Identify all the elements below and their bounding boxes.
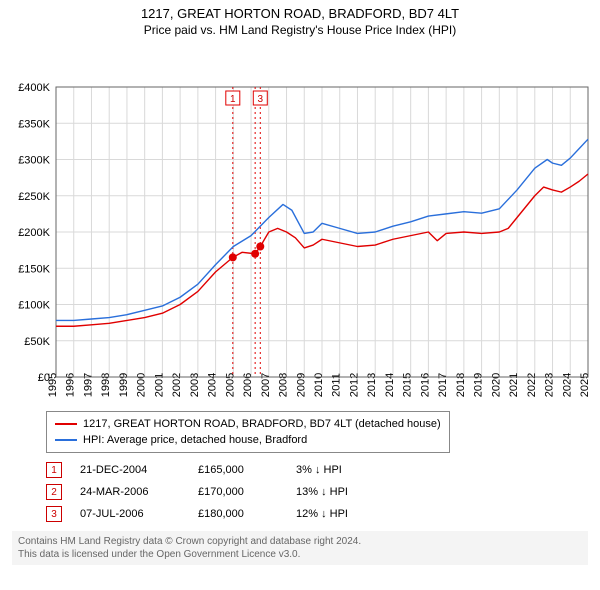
svg-text:2017: 2017 [437, 373, 449, 397]
svg-text:2010: 2010 [313, 373, 325, 397]
svg-text:£50K: £50K [24, 336, 50, 348]
svg-text:2005: 2005 [224, 373, 236, 397]
svg-text:1998: 1998 [100, 373, 112, 397]
svg-text:1996: 1996 [65, 373, 77, 397]
svg-text:2019: 2019 [473, 373, 485, 397]
svg-text:2016: 2016 [419, 373, 431, 397]
chart-subtitle: Price paid vs. HM Land Registry's House … [0, 23, 600, 37]
svg-text:2023: 2023 [544, 373, 556, 397]
event-date: 24-MAR-2006 [80, 486, 180, 498]
svg-text:1: 1 [230, 94, 236, 105]
svg-text:2006: 2006 [242, 373, 254, 397]
event-date: 07-JUL-2006 [80, 508, 180, 520]
event-diff: 12% ↓ HPI [296, 508, 386, 520]
svg-text:2003: 2003 [189, 373, 201, 397]
chart-area: £0£50K£100K£150K£200K£250K£300K£350K£400… [0, 41, 600, 401]
event-price: £165,000 [198, 464, 278, 476]
svg-text:2024: 2024 [561, 373, 573, 397]
svg-text:2015: 2015 [402, 373, 414, 397]
legend-row: HPI: Average price, detached house, Brad… [55, 432, 441, 448]
svg-text:£200K: £200K [18, 227, 50, 239]
legend: 1217, GREAT HORTON ROAD, BRADFORD, BD7 4… [46, 411, 450, 453]
svg-text:£100K: £100K [18, 300, 50, 312]
svg-text:£250K: £250K [18, 191, 50, 203]
svg-text:£400K: £400K [18, 82, 50, 94]
svg-text:2020: 2020 [490, 373, 502, 397]
footer-line: This data is licensed under the Open Gov… [18, 548, 582, 561]
legend-swatch [55, 423, 77, 425]
svg-text:2025: 2025 [579, 373, 591, 397]
svg-text:1995: 1995 [47, 373, 59, 397]
svg-text:2021: 2021 [508, 373, 520, 397]
svg-text:2013: 2013 [366, 373, 378, 397]
svg-text:3: 3 [258, 94, 264, 105]
svg-text:2001: 2001 [153, 373, 165, 397]
sale-event-row: 1 21-DEC-2004 £165,000 3% ↓ HPI [46, 459, 600, 481]
event-number-box: 3 [46, 506, 62, 522]
svg-text:1997: 1997 [82, 373, 94, 397]
event-date: 21-DEC-2004 [80, 464, 180, 476]
attribution-footer: Contains HM Land Registry data © Crown c… [12, 531, 588, 565]
svg-text:2002: 2002 [171, 373, 183, 397]
legend-row: 1217, GREAT HORTON ROAD, BRADFORD, BD7 4… [55, 416, 441, 432]
sale-event-row: 3 07-JUL-2006 £180,000 12% ↓ HPI [46, 503, 600, 525]
svg-text:£150K: £150K [18, 263, 50, 275]
svg-text:£350K: £350K [18, 118, 50, 130]
sale-event-row: 2 24-MAR-2006 £170,000 13% ↓ HPI [46, 481, 600, 503]
svg-text:2007: 2007 [260, 373, 272, 397]
legend-label: 1217, GREAT HORTON ROAD, BRADFORD, BD7 4… [83, 418, 441, 430]
event-diff: 13% ↓ HPI [296, 486, 386, 498]
svg-text:2008: 2008 [278, 373, 290, 397]
footer-line: Contains HM Land Registry data © Crown c… [18, 535, 582, 548]
event-number-box: 1 [46, 462, 62, 478]
svg-text:2014: 2014 [384, 373, 396, 397]
sale-events: 1 21-DEC-2004 £165,000 3% ↓ HPI 2 24-MAR-2006… [46, 459, 600, 525]
line-chart: £0£50K£100K£150K£200K£250K£300K£350K£400… [0, 41, 600, 401]
legend-swatch [55, 439, 77, 441]
svg-text:2018: 2018 [455, 373, 467, 397]
legend-label: HPI: Average price, detached house, Brad… [83, 434, 307, 446]
svg-text:2004: 2004 [207, 373, 219, 397]
svg-text:£300K: £300K [18, 155, 50, 167]
event-price: £170,000 [198, 486, 278, 498]
event-number-box: 2 [46, 484, 62, 500]
svg-text:2012: 2012 [348, 373, 360, 397]
event-diff: 3% ↓ HPI [296, 464, 386, 476]
svg-text:2009: 2009 [295, 373, 307, 397]
svg-text:2022: 2022 [526, 373, 538, 397]
event-price: £180,000 [198, 508, 278, 520]
svg-text:1999: 1999 [118, 373, 130, 397]
chart-title: 1217, GREAT HORTON ROAD, BRADFORD, BD7 4… [0, 0, 600, 21]
svg-text:2000: 2000 [136, 373, 148, 397]
